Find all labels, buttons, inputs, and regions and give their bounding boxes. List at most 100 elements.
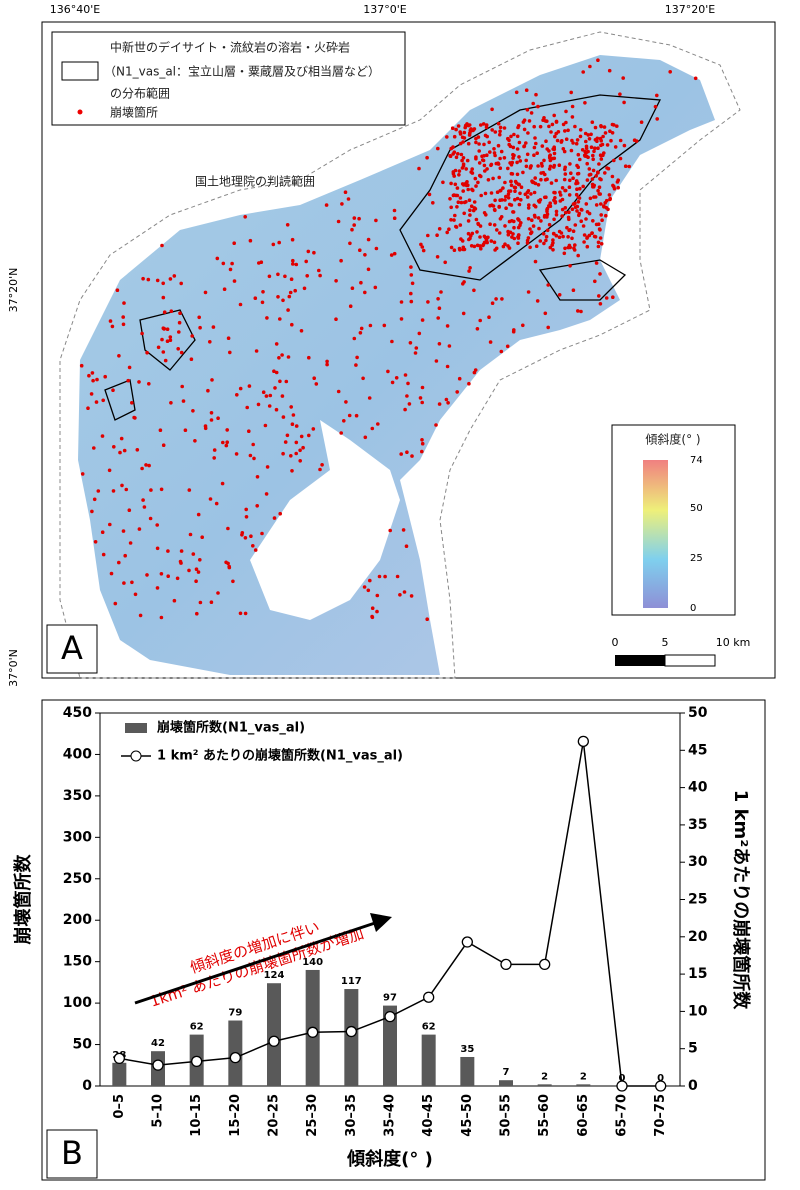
landslide-point	[231, 579, 235, 584]
landslide-point	[426, 233, 430, 238]
landslide-point	[198, 325, 202, 330]
landslide-point	[553, 201, 558, 205]
landslide-point	[334, 317, 338, 322]
landslide-point	[155, 546, 160, 551]
landslide-point	[543, 311, 548, 316]
landslide-point	[573, 243, 577, 247]
landslide-point	[376, 422, 380, 426]
landslide-point	[458, 132, 463, 136]
landslide-point	[141, 276, 145, 281]
landslide-point	[209, 411, 214, 415]
landslide-point	[496, 143, 501, 148]
landslide-point	[257, 261, 261, 265]
landslide-point	[291, 413, 296, 417]
landslide-point	[469, 244, 474, 248]
landslide-point	[599, 124, 603, 129]
landslide-point	[566, 235, 570, 239]
landslide-point	[482, 163, 487, 168]
landslide-point	[542, 158, 546, 163]
landslide-point	[587, 233, 592, 238]
bar-value-label: 42	[151, 1038, 165, 1049]
landslide-point	[354, 413, 359, 418]
landslide-point	[455, 193, 460, 198]
landslide-point	[594, 261, 599, 265]
landslide-point	[466, 187, 471, 192]
landslide-point	[493, 198, 497, 203]
landslide-point	[165, 339, 170, 344]
landslide-point	[247, 384, 252, 388]
landslide-point	[456, 124, 461, 128]
landslide-point	[122, 581, 126, 585]
landslide-point	[158, 428, 163, 433]
y2-tick-label: 40	[688, 780, 708, 796]
landslide-point	[366, 237, 371, 242]
legend-text: の分布範囲	[110, 86, 170, 101]
landslide-point	[499, 349, 504, 354]
y2-tick-label: 20	[688, 929, 708, 945]
legend-dot	[77, 109, 83, 115]
landslide-point	[294, 262, 299, 267]
landslide-point	[468, 208, 472, 212]
landslide-point	[532, 190, 537, 195]
landslide-point	[541, 232, 546, 236]
landslide-point	[92, 446, 96, 450]
landslide-point	[394, 376, 399, 380]
landslide-point	[482, 142, 486, 147]
landslide-point	[507, 142, 512, 147]
landslide-point	[498, 198, 502, 202]
landslide-point	[598, 272, 602, 276]
landslide-point	[621, 76, 625, 80]
landslide-point	[525, 152, 530, 157]
landslide-point	[479, 174, 483, 179]
landslide-point	[138, 613, 143, 618]
landslide-point	[375, 593, 380, 598]
landslide-point	[578, 186, 582, 191]
landslide-point	[161, 350, 166, 354]
landslide-point	[610, 131, 615, 135]
landslide-point	[536, 183, 541, 187]
landslide-point	[405, 394, 409, 398]
landslide-point	[544, 139, 548, 143]
landslide-point	[359, 280, 363, 285]
landslide-point	[467, 198, 472, 202]
landslide-point	[268, 393, 273, 398]
landslide-point	[273, 386, 277, 390]
landslide-point	[458, 141, 463, 146]
landslide-point	[196, 570, 201, 574]
landslide-point	[524, 141, 528, 145]
bar-value-label: 35	[460, 1044, 474, 1055]
landslide-point	[314, 382, 319, 386]
landslide-point	[653, 104, 658, 109]
line-marker	[268, 1035, 280, 1047]
landslide-point	[350, 227, 354, 232]
colorbar-box	[611, 424, 736, 616]
landslide-point	[563, 129, 567, 133]
landslide-point	[255, 504, 259, 508]
landslide-point	[307, 433, 311, 438]
landslide-point	[377, 574, 382, 579]
landslide-point	[593, 125, 598, 130]
landslide-point	[336, 219, 341, 224]
landslide-point	[518, 159, 523, 163]
landslide-point	[299, 434, 304, 439]
x-tick-label: 25–30	[305, 1094, 320, 1137]
landslide-point	[461, 282, 465, 286]
landslide-point	[485, 134, 490, 139]
landslide-point	[208, 340, 212, 344]
landslide-point	[181, 399, 186, 403]
bay	[250, 420, 400, 620]
landslide-point	[203, 424, 208, 428]
landslide-point	[570, 207, 575, 211]
landslide-point	[463, 123, 468, 128]
landslide-point	[179, 350, 184, 355]
panel-box	[46, 624, 98, 674]
landslide-point	[408, 341, 413, 345]
landslide-point	[490, 128, 495, 132]
map-annotation: 国土地理院の判読範囲	[195, 174, 315, 189]
landslide-point	[582, 233, 587, 237]
landslide-point	[476, 180, 480, 185]
bar-value-label: 62	[190, 1022, 204, 1033]
landslide-point	[586, 133, 590, 137]
map-panel: 中新世のデイサイト・流紋岩の溶岩・火砕岩 （N1_vas_al：宝立山層・粟蔵層…	[7, 3, 776, 687]
landslide-point	[261, 290, 265, 294]
